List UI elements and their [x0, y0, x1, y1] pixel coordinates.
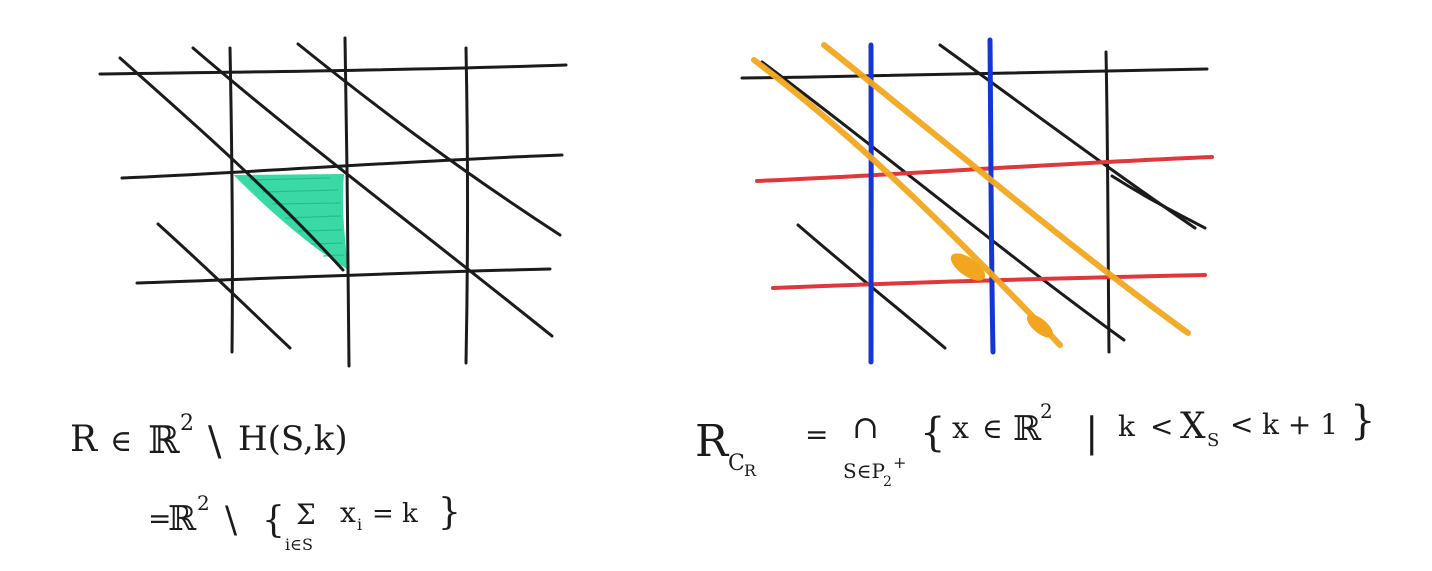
left-diagonal-line-1 [118, 56, 345, 272]
formula2-eq: = [148, 502, 171, 535]
formula2-sum-sub: i∈S [285, 535, 313, 554]
rformula-intersection-sub: S∈P [843, 459, 885, 483]
right-formula: R C R = ∩ S∈P 2 + { x ∈ ℝ 2 | k < X S < … [695, 398, 1375, 490]
blue-vertical-line-2 [987, 37, 996, 355]
rformula-lhs: R [695, 416, 730, 467]
rformula-space-exp: 2 [1040, 399, 1053, 423]
right-diagonal-black-1 [760, 60, 1126, 342]
right-diagonal-black-3 [796, 223, 947, 350]
rformula-k-lower: k [1118, 410, 1136, 443]
rformula-x-s-sub: S [1207, 430, 1219, 451]
left-vertical-line-3 [464, 46, 469, 365]
right-arrangement [740, 37, 1214, 365]
rformula-close-brace: } [1350, 398, 1375, 444]
formula1-setminus: \ [208, 419, 222, 465]
left-formula-line-2: = ℝ 2 \ { Σ i∈S x i = k } [148, 491, 461, 554]
formula2-close-brace: } [438, 492, 461, 533]
orange-diagonal-line-2 [821, 42, 1191, 336]
blue-vertical-line-1 [868, 42, 874, 365]
formula2-term-sub: i [357, 515, 362, 534]
formula1-space-exp: 2 [180, 411, 194, 436]
formula2-open-brace: { [262, 500, 285, 541]
orange-diagonal-line-1 [751, 57, 1063, 348]
formula1-rhs: H(S,k) [238, 419, 348, 459]
left-diagonal-line-2 [191, 46, 554, 338]
left-arrangement [98, 36, 568, 368]
formula2-term: x [340, 496, 356, 529]
left-vertical-line-1 [228, 46, 234, 354]
orange-highlight-blotch-2 [1026, 314, 1054, 338]
right-vertical-line-black [1104, 50, 1111, 354]
rformula-intersection-sub-sub: 2 [883, 474, 892, 490]
orange-highlight-blotch [950, 253, 986, 281]
formula2-setminus: \ [225, 500, 238, 541]
formula1-lhs: R [70, 419, 98, 460]
rformula-intersection-sub-sup: + [893, 453, 906, 472]
rformula-lt1: < [1150, 410, 1173, 443]
left-formula-line-1: R ∈ ℝ 2 \ H(S,k) [70, 411, 348, 465]
formula1-relation: ∈ [110, 424, 132, 459]
rformula-intersection: ∩ [852, 408, 879, 446]
right-diagonal-black-4 [1110, 174, 1207, 230]
rformula-lhs-sub: C [728, 451, 745, 476]
rformula-relation: ∈ [982, 412, 1003, 445]
left-vertical-line-2 [343, 36, 351, 368]
left-horizontal-line-1 [98, 63, 568, 76]
rformula-lt2: < [1230, 408, 1253, 441]
formula2-space-exp: 2 [197, 491, 210, 515]
shaded-region [233, 173, 349, 270]
left-horizontal-line-2 [120, 153, 564, 180]
rformula-k-upper: k + 1 [1262, 408, 1338, 441]
left-diagonal-line-3 [296, 42, 562, 237]
rformula-open-brace: { [920, 410, 945, 456]
formula2-eq-k: = k [372, 499, 418, 529]
formula1-space: ℝ [148, 418, 180, 462]
red-horizontal-line-2 [771, 273, 1207, 290]
formula2-space: ℝ [168, 499, 197, 539]
rformula-var: x [952, 411, 969, 446]
rformula-bar: | [1085, 410, 1098, 456]
left-diagonal-line-4 [156, 222, 292, 350]
formula2-sum: Σ [296, 498, 316, 531]
rformula-eq: = [805, 418, 828, 451]
rformula-lhs-sub-sub: R [744, 461, 757, 480]
rformula-space: ℝ [1013, 409, 1042, 449]
rformula-x-s: X [1180, 406, 1206, 447]
